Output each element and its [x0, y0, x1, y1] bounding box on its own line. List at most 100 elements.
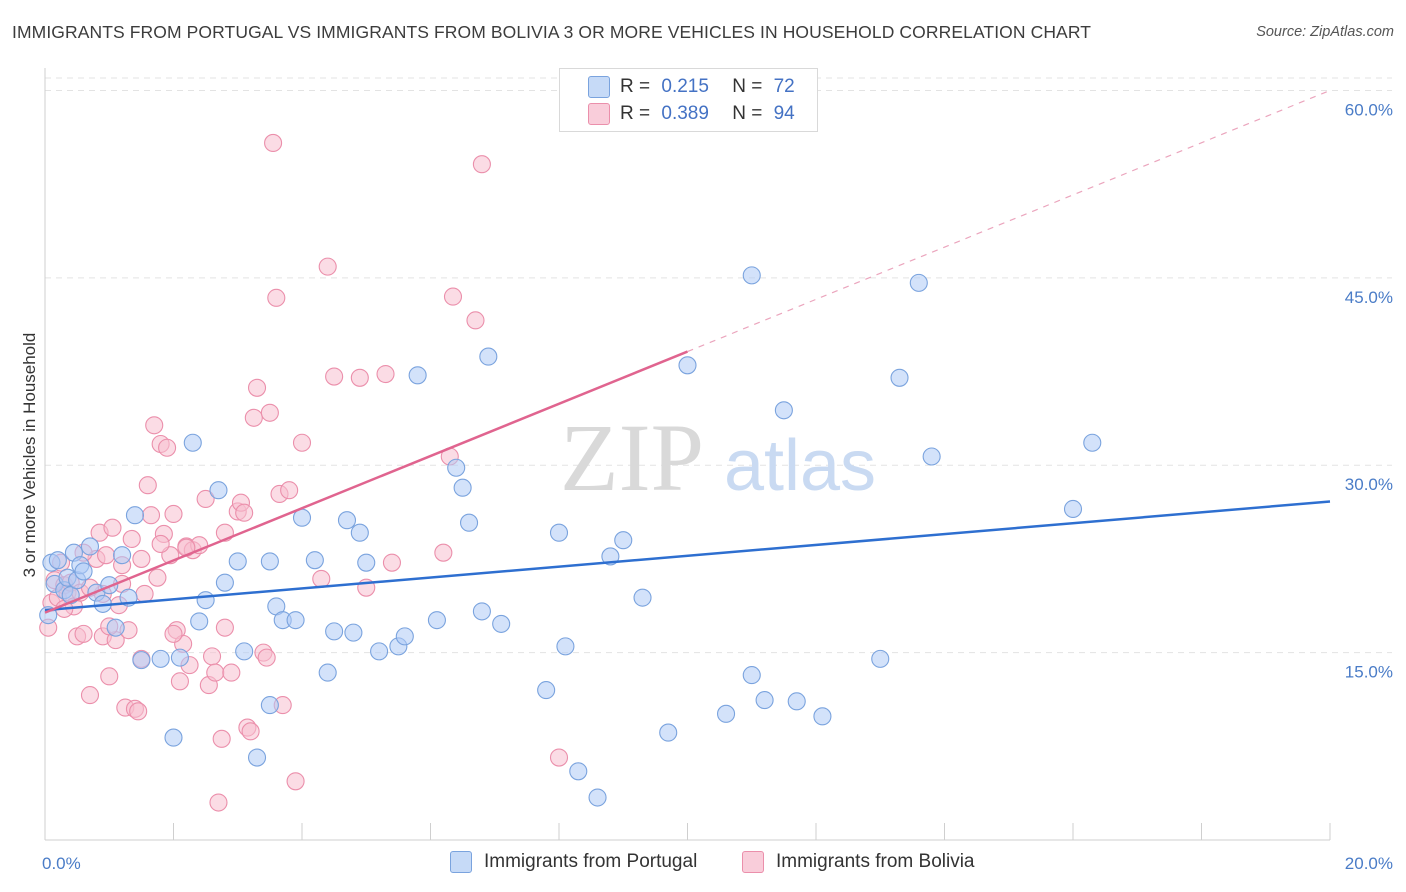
y-tick-label: 15.0% [1345, 663, 1393, 682]
point-bolivia [443, 287, 463, 306]
point-bolivia [103, 518, 122, 537]
point-bolivia [80, 686, 100, 705]
point-bolivia [158, 438, 177, 457]
point-portugal [286, 611, 305, 630]
bottom-legend-swatch-bolivia [742, 851, 764, 873]
point-portugal [871, 649, 890, 668]
point-bolivia [280, 481, 299, 500]
point-bolivia [122, 529, 141, 548]
point-portugal [209, 481, 228, 500]
point-portugal [228, 552, 247, 571]
trendline-bolivia-extension [687, 89, 1331, 353]
point-bolivia [148, 568, 167, 587]
watermark: ZIP atlas [560, 404, 876, 511]
point-portugal [492, 614, 511, 633]
point-bolivia [129, 702, 148, 721]
point-bolivia [203, 647, 222, 666]
legend-r-value-portugal: 0.215 [661, 76, 709, 97]
point-bolivia [312, 569, 331, 588]
point-portugal [890, 368, 909, 387]
point-portugal [678, 356, 697, 375]
point-bolivia [145, 416, 164, 435]
point-portugal [1063, 499, 1083, 519]
bottom-legend-label-portugal: Immigrants from Portugal [484, 851, 698, 872]
point-bolivia [74, 624, 93, 643]
point-bolivia [264, 133, 283, 153]
legend-n-value-portugal: 72 [773, 76, 795, 97]
point-bolivia [100, 667, 119, 686]
point-bolivia [434, 543, 453, 562]
point-portugal [357, 553, 376, 572]
point-bolivia [235, 503, 254, 522]
point-portugal [479, 347, 498, 366]
point-portugal [132, 651, 151, 670]
point-portugal [370, 642, 389, 661]
point-portugal [556, 637, 575, 656]
series-portugal-points [39, 266, 1102, 807]
point-portugal [215, 573, 234, 592]
point-portugal [447, 458, 466, 477]
grid-lines [45, 77, 1392, 654]
axes [44, 68, 1331, 841]
point-portugal [350, 523, 369, 542]
point-bolivia [212, 729, 231, 748]
point-bolivia [170, 672, 189, 691]
point-bolivia [247, 378, 267, 397]
correlation-legend: R = 0.215 N = 72 R = 0.389 N = 94 [559, 68, 818, 132]
y-tick-label: 60.0% [1345, 100, 1393, 119]
point-portugal [106, 618, 125, 637]
legend-n-value-bolivia: 94 [773, 103, 795, 124]
point-bolivia [138, 476, 157, 495]
point-bolivia [257, 648, 276, 667]
point-portugal [337, 511, 357, 530]
point-portugal [344, 623, 363, 642]
point-bolivia [222, 663, 241, 682]
point-bolivia [196, 489, 215, 509]
point-portugal [318, 663, 337, 682]
tick-labels: 15.0% 30.0% 45.0% 60.0% 0.0% 20.0% [42, 100, 1393, 873]
point-portugal [588, 788, 607, 807]
point-bolivia [164, 624, 183, 643]
legend-r-label: R = [620, 103, 651, 124]
chart-title: IMMIGRANTS FROM PORTUGAL VS IMMIGRANTS F… [12, 22, 1092, 42]
point-bolivia [141, 506, 161, 525]
point-portugal [325, 622, 344, 641]
point-portugal [742, 666, 761, 685]
legend-n-label: N = [732, 103, 763, 124]
point-bolivia [135, 584, 154, 603]
point-portugal [408, 366, 427, 385]
point-portugal [260, 552, 279, 571]
y-tick-label: 45.0% [1345, 288, 1393, 307]
point-portugal [151, 649, 170, 668]
point-bolivia [382, 553, 402, 572]
trendline-bolivia [44, 350, 688, 614]
bottom-legend-label-bolivia: Immigrants from Bolivia [776, 851, 975, 872]
point-bolivia [325, 367, 344, 386]
point-bolivia [209, 793, 228, 812]
point-portugal [922, 447, 941, 466]
watermark-zip: ZIP [560, 404, 704, 511]
bottom-legend-bolivia: Immigrants from Bolivia [742, 851, 975, 873]
point-portugal [113, 546, 132, 565]
point-portugal [742, 266, 761, 285]
point-portugal [74, 562, 93, 581]
point-portugal [472, 602, 491, 621]
point-portugal [774, 401, 793, 420]
point-portugal [427, 611, 446, 630]
y-tick-label: 30.0% [1345, 475, 1393, 494]
legend-swatch-bolivia [588, 103, 610, 125]
point-portugal [813, 707, 832, 726]
point-portugal [614, 531, 633, 550]
point-bolivia [267, 288, 286, 307]
point-portugal [196, 591, 215, 610]
trendline-portugal [44, 500, 1331, 612]
point-bolivia [472, 155, 491, 174]
source-credit: Source: ZipAtlas.com [1256, 24, 1394, 40]
point-portugal [235, 642, 254, 661]
point-portugal [395, 627, 414, 646]
point-bolivia [549, 748, 569, 767]
point-bolivia [206, 663, 225, 682]
legend-n-label: N = [732, 76, 763, 97]
point-portugal [787, 692, 806, 711]
